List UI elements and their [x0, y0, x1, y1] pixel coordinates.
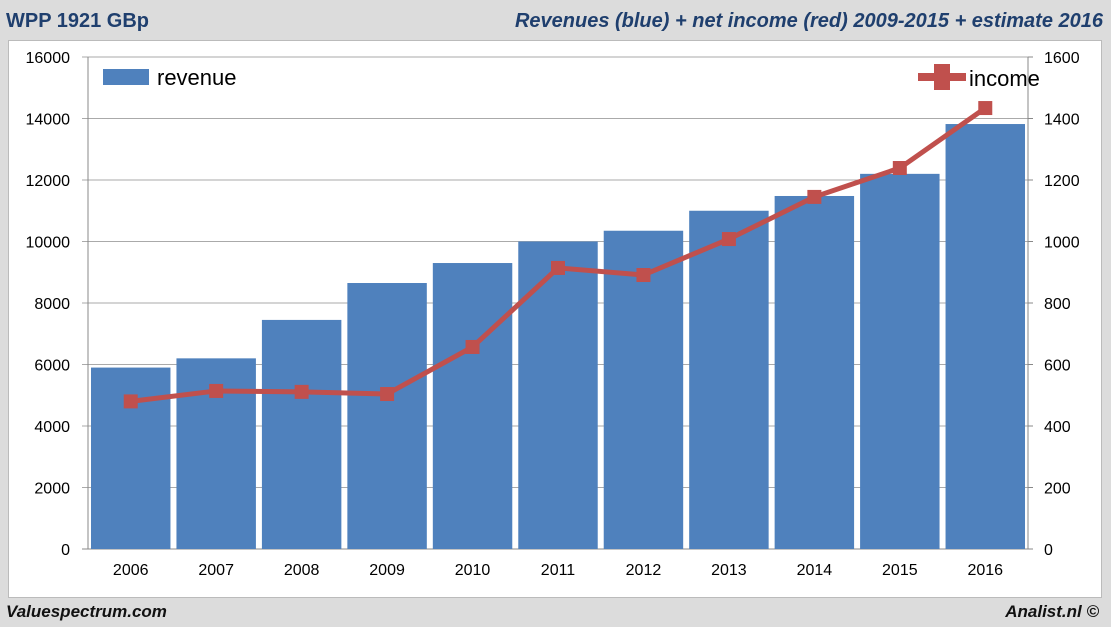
y-right-tick: 200 — [1044, 481, 1071, 498]
y-right-tick: 600 — [1044, 358, 1071, 375]
y-left-tick: 14000 — [26, 112, 71, 129]
income-marker — [892, 161, 907, 176]
legend-income-marker — [934, 64, 950, 90]
x-tick: 2011 — [541, 562, 576, 579]
revenue-bar — [774, 195, 855, 550]
x-tick: 2016 — [967, 562, 1003, 579]
income-marker — [551, 260, 565, 275]
y-left-tick: 16000 — [26, 50, 71, 67]
y-left-tick: 10000 — [26, 235, 71, 252]
x-tick: 2008 — [284, 562, 320, 579]
income-marker — [294, 384, 309, 399]
footer-source: Valuespectrum.com — [6, 602, 167, 621]
revenue-bar — [860, 173, 940, 549]
revenue-bar — [518, 241, 598, 549]
income-marker — [636, 268, 651, 283]
income-marker — [209, 383, 224, 398]
revenue-bar — [945, 124, 1025, 549]
footer-copyright: Analist.nl © — [1005, 602, 1099, 621]
y-right-tick: 1000 — [1044, 235, 1080, 252]
x-tick: 2014 — [797, 562, 833, 579]
revenue-bar — [603, 230, 684, 550]
income-marker — [721, 232, 736, 247]
revenue-bar — [689, 210, 769, 549]
y-right-tick: 800 — [1044, 296, 1071, 313]
legend-revenue-label: revenue — [157, 65, 237, 90]
x-tick: 2006 — [113, 562, 149, 579]
y-left-tick: 6000 — [34, 358, 70, 375]
income-marker — [465, 339, 480, 354]
chart-title: Revenues (blue) + net income (red) 2009-… — [514, 10, 1103, 32]
y-left-tick: 12000 — [26, 173, 71, 190]
y-right-tick: 1600 — [1044, 50, 1080, 67]
x-tick: 2012 — [626, 562, 662, 579]
x-tick: 2010 — [455, 562, 491, 579]
x-tick: 2007 — [198, 562, 234, 579]
x-tick: 2013 — [711, 562, 747, 579]
y-left-tick: 8000 — [34, 296, 70, 313]
y-right-tick: 1200 — [1044, 173, 1080, 190]
revenue-bar — [432, 263, 513, 549]
legend-income-label: income — [969, 66, 1040, 91]
income-marker — [380, 387, 395, 402]
y-left-tick: 4000 — [34, 419, 70, 436]
y-left-tick: 2000 — [34, 481, 70, 498]
income-marker — [978, 101, 993, 116]
income-marker — [123, 394, 138, 409]
x-tick: 2009 — [369, 562, 405, 579]
revenue-bar — [261, 319, 342, 549]
y-right-tick: 0 — [1044, 542, 1053, 559]
revenue-bar — [347, 283, 427, 549]
y-left-tick: 0 — [61, 542, 70, 559]
legend-revenue-swatch — [103, 69, 149, 85]
x-tick: 2015 — [882, 562, 918, 579]
income-marker — [807, 189, 822, 204]
y-right-tick: 1400 — [1044, 112, 1080, 129]
y-right-tick: 400 — [1044, 419, 1071, 436]
stock-title: WPP 1921 GBp — [6, 10, 150, 32]
